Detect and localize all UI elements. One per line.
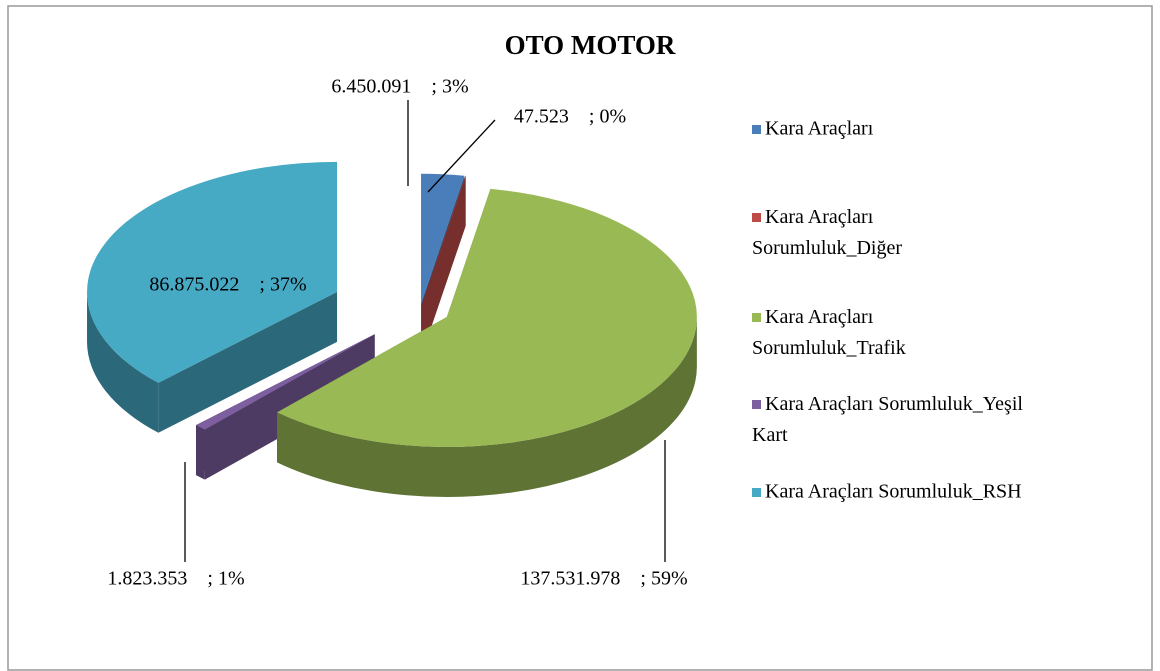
data-label: 86.875.022 ; 37% [149, 274, 306, 296]
pie-slice [87, 161, 338, 383]
pie-radial-wall [422, 175, 466, 354]
pie-slice [277, 188, 697, 447]
data-label: 47.523 ; 0% [514, 106, 626, 128]
leader-line [427, 119, 496, 193]
data-label: 1.823.353 ; 1% [107, 568, 244, 590]
pie-radial-wall [196, 334, 375, 476]
legend-marker [752, 488, 761, 497]
pie-slice [422, 175, 466, 304]
legend-marker [752, 313, 761, 322]
pie-side [87, 291, 159, 433]
chart-title: OTO MOTOR [505, 30, 676, 60]
legend-label: Kara Araçları Sorumluluk_RSH [765, 481, 1022, 503]
legend-marker [752, 213, 761, 222]
legend-label: Kara Araçları Sorumluluk_Diğer [752, 206, 902, 259]
pie-tops [87, 161, 697, 447]
legend-label: Kara Araçları Sorumluluk_Yeşil Kart [752, 393, 1023, 446]
pie-side [277, 316, 697, 497]
pie-slice [196, 334, 375, 430]
pie-radial-wall [158, 291, 338, 433]
legend-marker [752, 400, 761, 409]
legend-marker [752, 125, 761, 134]
pie-slice [421, 173, 465, 304]
pie-side [196, 425, 205, 480]
legend-label: Kara Araçları Sorumluluk_Trafik [752, 306, 906, 359]
data-label: 6.450.091 ; 3% [331, 76, 468, 98]
legend-label: Kara Araçları [765, 118, 874, 140]
pie-sides [87, 291, 697, 497]
data-label: 137.531.978 ; 59% [520, 568, 687, 590]
